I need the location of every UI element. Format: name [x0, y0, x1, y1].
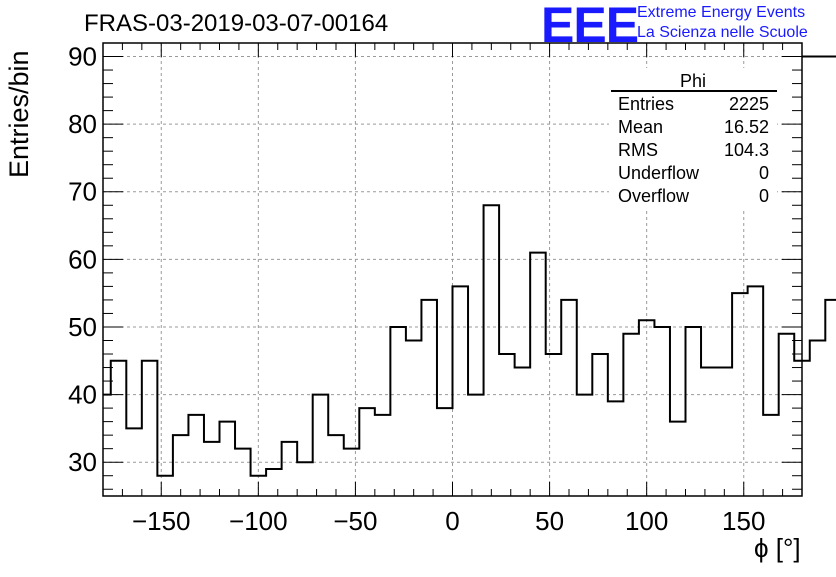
y-tick-label: 90 [68, 42, 97, 72]
chart-title: FRAS-03-2019-03-07-00164 [84, 10, 389, 37]
x-axis-ticks: −150 −100 −50 0 50 100 150 [102, 43, 803, 536]
stats-row-value: 104.3 [724, 140, 769, 160]
stats-row-label: RMS [618, 140, 658, 160]
y-tick-label: 80 [68, 109, 97, 139]
logo-subtitle-line2: La Scienza nelle Scuole [637, 24, 808, 41]
y-tick-label: 50 [68, 312, 97, 342]
stats-row-label: Overflow [618, 186, 690, 206]
y-tick-label: 70 [68, 177, 97, 207]
y-axis-label: Entries/bin [4, 50, 34, 178]
x-tick-label: 150 [722, 506, 765, 536]
y-tick-label: 40 [68, 380, 97, 410]
x-tick-label: −100 [229, 506, 288, 536]
x-tick-label: −150 [132, 506, 191, 536]
x-tick-label: 100 [625, 506, 668, 536]
stats-row-value: 0 [759, 186, 769, 206]
logo-subtitle-line1: Extreme Energy Events [637, 4, 806, 21]
x-tick-label: 50 [535, 506, 564, 536]
y-axis-ticks: 30 40 50 60 70 80 90 [68, 42, 802, 490]
y-tick-label: 60 [68, 244, 97, 274]
y-tick-label: 30 [68, 447, 97, 477]
stats-row-value: 0 [759, 163, 769, 183]
stats-row-label: Mean [618, 117, 663, 137]
stats-row-value: 16.52 [724, 117, 769, 137]
x-axis-label: ϕ [°] [754, 533, 801, 563]
histogram-step-line [103, 55, 836, 477]
x-tick-label: 0 [445, 506, 459, 536]
stats-box-title: Phi [680, 71, 706, 91]
stats-row-value: 2225 [729, 94, 769, 114]
eee-logo: EEE [541, 0, 639, 53]
stats-box: Phi Entries 2225 Mean 16.52 RMS 104.3 Underflow… [609, 68, 777, 210]
stats-row-label: Entries [618, 94, 674, 114]
x-tick-label: −50 [333, 506, 377, 536]
stats-row-label: Underflow [618, 163, 700, 183]
